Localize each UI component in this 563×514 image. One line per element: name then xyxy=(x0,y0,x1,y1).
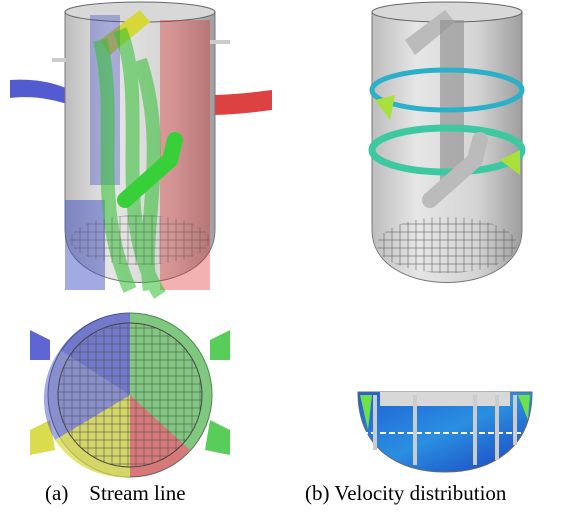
nozzle xyxy=(52,58,66,62)
blue-pipe xyxy=(10,80,70,105)
blue-pipe-end xyxy=(30,330,50,360)
section-top xyxy=(380,392,510,406)
core-grid xyxy=(377,217,517,273)
caption: (b) Velocity distribution xyxy=(305,481,507,505)
green-pipe-end xyxy=(210,330,230,360)
green-pipe-end xyxy=(205,420,230,455)
red-pipe xyxy=(210,90,272,115)
stream-line-vessel xyxy=(10,2,272,295)
caption: (a) Stream line xyxy=(45,481,186,505)
core-grid xyxy=(70,215,210,265)
velocity-section xyxy=(358,392,532,472)
nozzle xyxy=(210,40,230,44)
stream-line-top-view xyxy=(30,313,230,477)
velocity-vessel xyxy=(372,2,522,283)
figure: (a) Stream line (b) Velocity distributio… xyxy=(0,0,563,514)
baffle xyxy=(440,20,464,180)
core-grid xyxy=(58,323,202,467)
